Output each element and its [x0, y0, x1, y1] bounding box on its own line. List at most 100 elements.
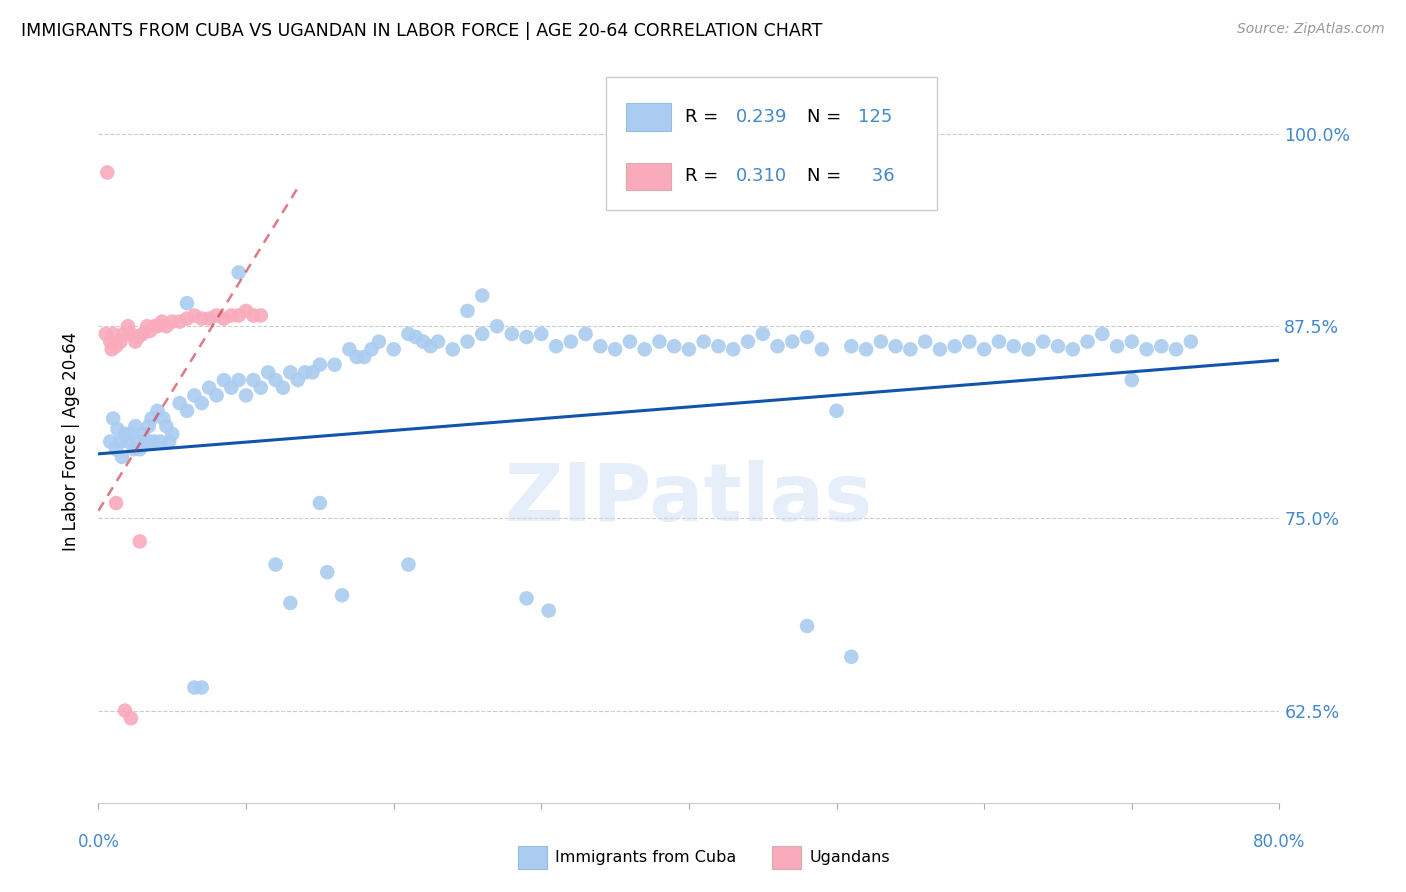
Text: IMMIGRANTS FROM CUBA VS UGANDAN IN LABOR FORCE | AGE 20-64 CORRELATION CHART: IMMIGRANTS FROM CUBA VS UGANDAN IN LABOR… — [21, 22, 823, 40]
Point — [648, 334, 671, 349]
Point — [107, 422, 129, 436]
Y-axis label: In Labor Force | Age 20-64: In Labor Force | Age 20-64 — [62, 332, 80, 551]
Point — [501, 326, 523, 341]
Point — [191, 396, 214, 410]
Point — [1107, 339, 1129, 353]
Point — [183, 388, 205, 402]
Text: 80.0%: 80.0% — [1253, 833, 1306, 851]
Point — [1166, 343, 1188, 357]
Point — [678, 343, 700, 357]
Point — [138, 419, 160, 434]
Point — [120, 711, 142, 725]
Point — [287, 373, 309, 387]
Point — [149, 434, 172, 449]
Point — [143, 319, 166, 334]
Bar — [517, 847, 547, 870]
Point — [176, 296, 198, 310]
Point — [117, 434, 139, 449]
Point — [235, 304, 257, 318]
Point — [198, 381, 221, 395]
Point — [280, 365, 302, 379]
Point — [257, 365, 280, 379]
Point — [575, 326, 598, 341]
Text: Source: ZipAtlas.com: Source: ZipAtlas.com — [1237, 22, 1385, 37]
Bar — [626, 162, 671, 190]
Point — [1032, 334, 1054, 349]
Text: R =: R = — [685, 108, 724, 126]
Point — [825, 404, 848, 418]
Point — [205, 388, 228, 402]
Point — [125, 434, 148, 449]
Text: 0.0%: 0.0% — [77, 833, 120, 851]
Point — [419, 339, 441, 353]
Point — [155, 419, 177, 434]
Point — [382, 343, 405, 357]
Point — [537, 604, 560, 618]
Point — [1018, 343, 1040, 357]
Point — [516, 330, 538, 344]
Point — [264, 373, 287, 387]
Point — [128, 442, 150, 457]
Point — [841, 339, 863, 353]
Point — [1136, 343, 1159, 357]
Point — [228, 309, 250, 323]
Point — [228, 265, 250, 279]
Point — [914, 334, 936, 349]
Point — [162, 315, 183, 329]
Point — [441, 343, 464, 357]
Text: N =: N = — [807, 108, 846, 126]
Point — [128, 534, 150, 549]
Point — [1046, 339, 1070, 353]
Point — [271, 381, 294, 395]
Point — [139, 434, 162, 449]
Point — [943, 339, 966, 353]
Point — [471, 326, 494, 341]
Bar — [626, 103, 671, 131]
Point — [157, 434, 180, 449]
Text: 0.239: 0.239 — [737, 108, 787, 126]
FancyBboxPatch shape — [606, 77, 936, 211]
Point — [135, 434, 157, 449]
Point — [323, 358, 346, 372]
Point — [339, 343, 361, 357]
Point — [98, 334, 121, 349]
Point — [368, 334, 391, 349]
Bar — [772, 847, 801, 870]
Point — [110, 434, 132, 449]
Point — [988, 334, 1011, 349]
Point — [105, 339, 128, 353]
Text: N =: N = — [807, 168, 846, 186]
Point — [316, 565, 339, 579]
Point — [782, 334, 804, 349]
Point — [120, 426, 142, 441]
Point — [707, 339, 730, 353]
Point — [693, 334, 716, 349]
Point — [250, 381, 273, 395]
Point — [176, 311, 198, 326]
Point — [294, 365, 316, 379]
Point — [136, 319, 159, 334]
Point — [152, 411, 174, 425]
Point — [250, 309, 273, 323]
Point — [100, 343, 122, 357]
Point — [516, 591, 538, 606]
Point — [752, 326, 775, 341]
Point — [1150, 339, 1173, 353]
Point — [884, 339, 907, 353]
Point — [634, 343, 657, 357]
Point — [301, 365, 323, 379]
Point — [1091, 326, 1114, 341]
Point — [737, 334, 759, 349]
Point — [1121, 373, 1143, 387]
Point — [191, 681, 214, 695]
Point — [1002, 339, 1025, 353]
Point — [105, 496, 128, 510]
Point — [929, 343, 952, 357]
Point — [1180, 334, 1202, 349]
Text: ZIPatlas: ZIPatlas — [505, 460, 873, 539]
Point — [560, 334, 582, 349]
Point — [796, 330, 818, 344]
Text: 36: 36 — [866, 168, 894, 186]
Point — [330, 588, 353, 602]
Point — [105, 442, 128, 457]
